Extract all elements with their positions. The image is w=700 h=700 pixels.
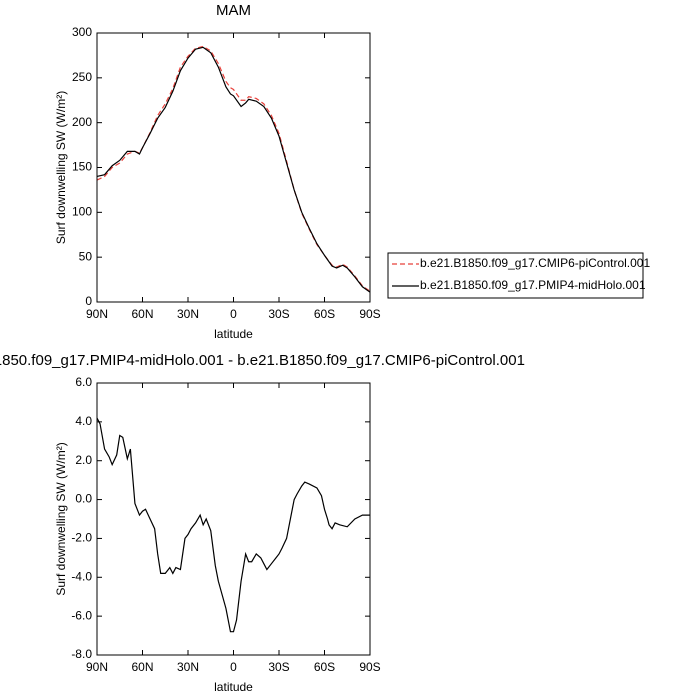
legend-label: b.e21.B1850.f09_g17.PMIP4-midHolo.001 bbox=[420, 278, 646, 292]
series-line bbox=[96, 46, 371, 293]
legend-box bbox=[387, 252, 644, 299]
x-tick-label: 60S bbox=[314, 660, 335, 674]
x-axis-label: latitude bbox=[214, 327, 253, 341]
x-tick-label: 60N bbox=[131, 307, 153, 321]
y-tick-label: 150 bbox=[72, 160, 92, 174]
y-tick-label: 6.0 bbox=[75, 375, 92, 389]
x-tick-label: 0 bbox=[230, 660, 237, 674]
series-line bbox=[96, 417, 370, 633]
x-tick-label: 90S bbox=[359, 660, 380, 674]
y-tick-label: 250 bbox=[72, 70, 92, 84]
x-tick-label: 60S bbox=[314, 307, 335, 321]
y-tick-label: -6.0 bbox=[71, 608, 92, 622]
x-tick-label: 90S bbox=[359, 307, 380, 321]
y-tick-label: 50 bbox=[79, 249, 93, 263]
chart-title: b.e21.B1850.f09_g17.PMIP4-midHolo.001 - … bbox=[0, 352, 525, 369]
y-tick-label: 4.0 bbox=[75, 414, 92, 428]
y-tick-label: 100 bbox=[72, 205, 92, 219]
plot-frame bbox=[96, 382, 371, 656]
x-tick-label: 0 bbox=[230, 307, 237, 321]
chart-title: MAM bbox=[216, 2, 251, 19]
y-tick-label: -4.0 bbox=[71, 569, 92, 583]
x-tick-label: 90N bbox=[86, 307, 108, 321]
y-tick-label: 0 bbox=[85, 294, 92, 308]
y-tick-label: -2.0 bbox=[71, 531, 92, 545]
series-line bbox=[96, 45, 371, 292]
x-tick-label: 30N bbox=[177, 307, 199, 321]
y-tick-label: 0.0 bbox=[75, 492, 92, 506]
y-tick-label: 2.0 bbox=[75, 453, 92, 467]
y-tick-label: -8.0 bbox=[71, 647, 92, 661]
y-tick-label: 200 bbox=[72, 115, 92, 129]
x-tick-label: 90N bbox=[86, 660, 108, 674]
legend-label: b.e21.B1850.f09_g17.CMIP6-piControl.001 bbox=[420, 256, 650, 270]
y-axis-label: Surf downwelling SW (W/m²) bbox=[54, 91, 68, 244]
x-tick-label: 30S bbox=[268, 660, 289, 674]
x-tick-label: 30S bbox=[268, 307, 289, 321]
y-tick-label: 300 bbox=[72, 25, 92, 39]
x-tick-label: 30N bbox=[177, 660, 199, 674]
x-axis-label: latitude bbox=[214, 680, 253, 694]
y-axis-label: Surf downwelling SW (W/m²) bbox=[54, 442, 68, 595]
x-tick-label: 60N bbox=[131, 660, 153, 674]
